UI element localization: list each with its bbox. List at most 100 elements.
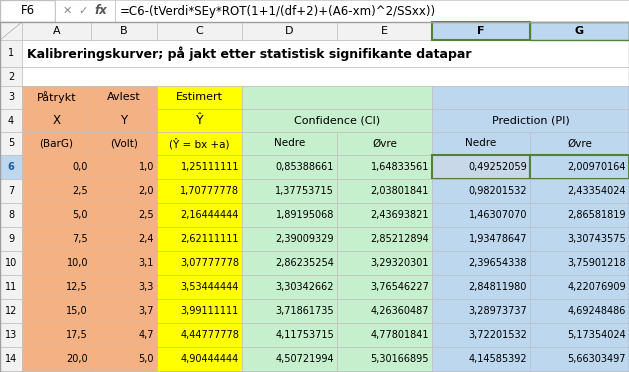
Text: 2,43693821: 2,43693821 <box>370 210 429 220</box>
Text: 5,30166895: 5,30166895 <box>370 354 429 364</box>
Text: 4,50721994: 4,50721994 <box>276 354 334 364</box>
Bar <box>91 227 157 251</box>
Text: E: E <box>381 26 388 36</box>
Bar <box>242 86 432 109</box>
Text: 2,86235254: 2,86235254 <box>275 258 334 268</box>
Bar <box>91 323 157 347</box>
Bar <box>242 275 337 299</box>
Bar <box>22 22 91 40</box>
Text: 2,39009329: 2,39009329 <box>276 234 334 244</box>
Bar <box>22 323 91 347</box>
Bar <box>432 275 530 299</box>
Text: B: B <box>120 26 128 36</box>
Bar <box>157 22 242 40</box>
Text: 12: 12 <box>5 306 17 316</box>
Bar <box>91 86 157 109</box>
Bar <box>432 323 530 347</box>
Text: 2,62111111: 2,62111111 <box>181 234 239 244</box>
Bar <box>0 155 22 179</box>
Bar <box>22 179 91 203</box>
Bar <box>242 203 337 227</box>
Bar <box>432 203 530 227</box>
Bar <box>22 132 91 155</box>
Bar <box>242 347 337 371</box>
Bar <box>0 132 22 155</box>
Text: Avlest: Avlest <box>107 93 141 103</box>
Text: 13: 13 <box>5 330 17 340</box>
Text: Estimert: Estimert <box>176 93 223 103</box>
Bar <box>91 203 157 227</box>
Text: 3,99111111: 3,99111111 <box>181 306 239 316</box>
Bar <box>242 299 337 323</box>
Text: 1,25111111: 1,25111111 <box>181 162 239 172</box>
Bar <box>91 275 157 299</box>
Text: A: A <box>53 26 60 36</box>
Bar <box>115 0 629 22</box>
Bar <box>157 179 242 203</box>
Bar <box>432 86 629 109</box>
Bar <box>157 203 242 227</box>
Text: 14: 14 <box>5 354 17 364</box>
Bar <box>242 132 337 155</box>
Bar <box>242 227 337 251</box>
Text: 4,26360487: 4,26360487 <box>370 306 429 316</box>
Bar <box>55 0 115 22</box>
Text: 0,0: 0,0 <box>72 162 88 172</box>
Bar <box>157 132 242 155</box>
Text: 4,14585392: 4,14585392 <box>469 354 527 364</box>
Text: 1,0: 1,0 <box>138 162 154 172</box>
Text: Nedre: Nedre <box>274 138 305 148</box>
Text: 3,75901218: 3,75901218 <box>567 258 626 268</box>
Bar <box>337 275 432 299</box>
Bar <box>22 40 629 67</box>
Text: ✓: ✓ <box>79 6 87 16</box>
Bar <box>0 347 22 371</box>
Text: 3,29320301: 3,29320301 <box>370 258 429 268</box>
Text: X: X <box>52 114 60 127</box>
Text: 3,7: 3,7 <box>138 306 154 316</box>
Bar <box>22 251 91 275</box>
Bar <box>432 109 629 132</box>
Bar <box>432 132 530 155</box>
Text: fx: fx <box>94 4 108 17</box>
Bar <box>157 299 242 323</box>
Bar <box>337 132 432 155</box>
Bar <box>157 347 242 371</box>
Bar <box>22 347 91 371</box>
Bar <box>157 155 242 179</box>
Text: 11: 11 <box>5 282 17 292</box>
Bar <box>0 22 22 40</box>
Bar <box>530 323 629 347</box>
Text: 20,0: 20,0 <box>67 354 88 364</box>
Bar <box>337 179 432 203</box>
Text: Prediction (PI): Prediction (PI) <box>492 115 569 125</box>
Text: 0,98201532: 0,98201532 <box>469 186 527 196</box>
Bar <box>337 323 432 347</box>
Bar <box>157 323 242 347</box>
Text: 12,5: 12,5 <box>66 282 88 292</box>
Bar <box>91 132 157 155</box>
Text: 7,5: 7,5 <box>72 234 88 244</box>
Bar <box>0 323 22 347</box>
Bar <box>0 40 22 67</box>
Bar <box>22 299 91 323</box>
Text: (Volt): (Volt) <box>110 138 138 148</box>
Text: 5,0: 5,0 <box>138 354 154 364</box>
Bar <box>157 86 242 109</box>
Bar <box>91 299 157 323</box>
Text: Ŷ: Ŷ <box>196 114 203 127</box>
Text: Nedre: Nedre <box>465 138 497 148</box>
Bar <box>22 109 91 132</box>
Text: 4,11753715: 4,11753715 <box>276 330 334 340</box>
Bar <box>432 347 530 371</box>
Text: G: G <box>575 26 584 36</box>
Text: 8: 8 <box>8 210 14 220</box>
Text: =C6-(tVerdi*SEy*ROT(1+1/(df+2)+(A6-xm)^2/SSxx)): =C6-(tVerdi*SEy*ROT(1+1/(df+2)+(A6-xm)^2… <box>120 4 436 17</box>
Text: 2,43354024: 2,43354024 <box>567 186 626 196</box>
Bar <box>91 347 157 371</box>
Bar <box>157 275 242 299</box>
Bar <box>91 155 157 179</box>
Text: 2,4: 2,4 <box>138 234 154 244</box>
Text: 4,77801841: 4,77801841 <box>370 330 429 340</box>
Bar <box>530 155 629 179</box>
